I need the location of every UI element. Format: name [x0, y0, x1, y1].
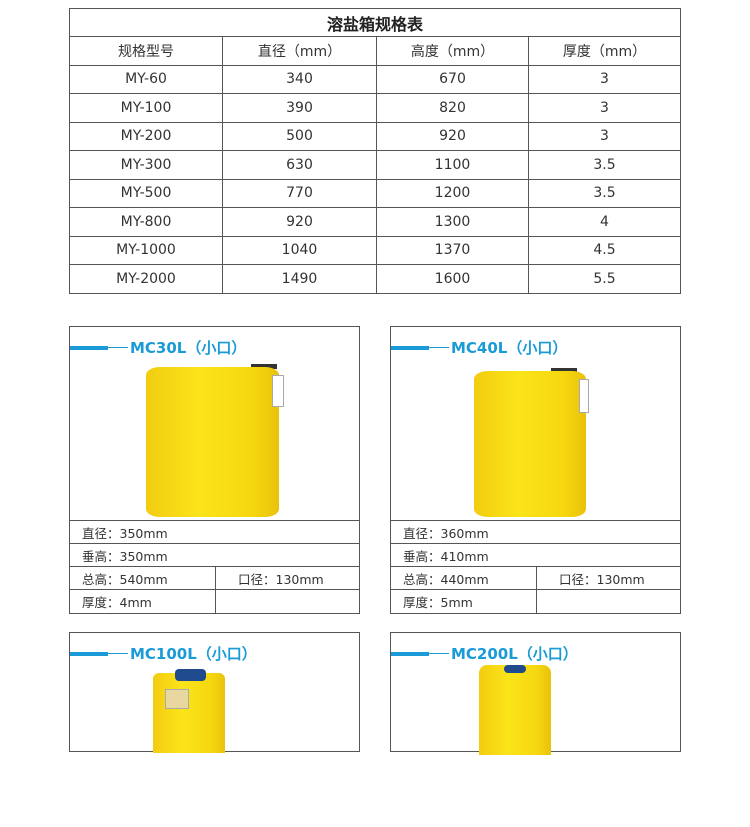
table-row: MY-1000 1040 1370 4.5	[69, 235, 681, 265]
accent-bar	[70, 345, 108, 350]
label-sticker	[579, 379, 589, 413]
table-cell: 1040	[222, 235, 377, 265]
tank-image	[474, 371, 586, 517]
table-row: MY-60 340 670 3	[69, 64, 681, 94]
label-sticker	[165, 689, 189, 709]
header-cell: 直径（mm）	[222, 36, 377, 66]
table-row: MY-500 770 1200 3.5	[69, 178, 681, 208]
diameter: 直径：350mm	[82, 525, 168, 541]
tank-image	[479, 665, 551, 755]
table-cell: 3	[528, 121, 681, 151]
product-card-mc30l: MC30L（小口） 直径：350mm 垂高：350mm 总高：540mm 口径：1…	[69, 326, 360, 614]
header-cell: 厚度（mm）	[528, 36, 681, 66]
table-cell: 1490	[222, 264, 377, 294]
vertical-height: 垂高：410mm	[403, 548, 489, 564]
product-card-mc200l: MC200L（小口）	[390, 632, 681, 755]
label-sticker	[272, 375, 284, 407]
product-card-mc100l: MC100L（小口）	[69, 632, 360, 753]
table-cell: MY-2000	[69, 264, 223, 294]
table-cell: MY-800	[69, 207, 223, 237]
table-cell: MY-500	[69, 178, 223, 208]
vertical-height: 垂高：350mm	[82, 548, 168, 564]
tank-image	[146, 367, 279, 517]
table-cell: 820	[376, 93, 529, 123]
table-cell: 1600	[376, 264, 529, 294]
table-cell: 390	[222, 93, 377, 123]
total-height: 总高：540mm	[70, 567, 216, 589]
table-cell: 3	[528, 64, 681, 94]
table-cell: 670	[376, 64, 529, 94]
table-cell: 1100	[376, 150, 529, 180]
table-cell: 1200	[376, 178, 529, 208]
product-image: MC100L（小口）	[70, 633, 359, 827]
table-row: MY-2000 1490 1600 5.5	[69, 264, 681, 294]
mouth-diameter: 口径：130mm	[559, 571, 645, 587]
table-cell: 500	[222, 121, 377, 151]
header-cell: 规格型号	[69, 36, 223, 66]
tank-image	[153, 673, 225, 753]
table-cell: 630	[222, 150, 377, 180]
table-cell: MY-200	[69, 121, 223, 151]
table-cell: 4.5	[528, 235, 681, 265]
table-cell: 4	[528, 207, 681, 237]
product-image: MC40L（小口）	[391, 327, 680, 521]
table-cell: MY-1000	[69, 235, 223, 265]
table-cell: 3.5	[528, 150, 681, 180]
total-height: 总高：440mm	[391, 567, 537, 589]
table-cell: 3	[528, 93, 681, 123]
product-title: MC40L（小口）	[451, 339, 568, 357]
diameter: 直径：360mm	[403, 525, 489, 541]
table-cell: 770	[222, 178, 377, 208]
table-row: MY-200 500 920 3	[69, 121, 681, 151]
thickness: 厚度：4mm	[70, 590, 216, 613]
table-cell: 920	[222, 207, 377, 237]
product-image: MC30L（小口）	[70, 327, 359, 521]
cap	[504, 665, 526, 673]
spec-table: 溶盐箱规格表 规格型号 直径（mm） 高度（mm） 厚度（mm） MY-60 34…	[69, 8, 681, 294]
table-cell: 1300	[376, 207, 529, 237]
product-image: MC200L（小口）	[391, 633, 680, 827]
table-row: MY-300 630 1100 3.5	[69, 150, 681, 180]
table-cell: 5.5	[528, 264, 681, 294]
table-cell: MY-60	[69, 64, 223, 94]
table-title: 溶盐箱规格表	[69, 8, 681, 37]
product-title: MC200L（小口）	[451, 645, 578, 663]
table-cell: 920	[376, 121, 529, 151]
header-cell: 高度（mm）	[376, 36, 529, 66]
product-card-mc40l: MC40L（小口） 直径：360mm 垂高：410mm 总高：440mm 口径：1…	[390, 326, 681, 614]
table-cell: MY-100	[69, 93, 223, 123]
product-title: MC30L（小口）	[130, 339, 247, 357]
table-row: MY-100 390 820 3	[69, 93, 681, 123]
table-cell: 3.5	[528, 178, 681, 208]
table-row: MY-800 920 1300 4	[69, 207, 681, 237]
thickness: 厚度：5mm	[391, 590, 537, 613]
mouth-diameter: 口径：130mm	[238, 571, 324, 587]
cap	[175, 669, 206, 681]
table-cell: 340	[222, 64, 377, 94]
table-header: 规格型号 直径（mm） 高度（mm） 厚度（mm）	[69, 36, 681, 66]
product-title: MC100L（小口）	[130, 645, 257, 663]
table-cell: 1370	[376, 235, 529, 265]
table-cell: MY-300	[69, 150, 223, 180]
